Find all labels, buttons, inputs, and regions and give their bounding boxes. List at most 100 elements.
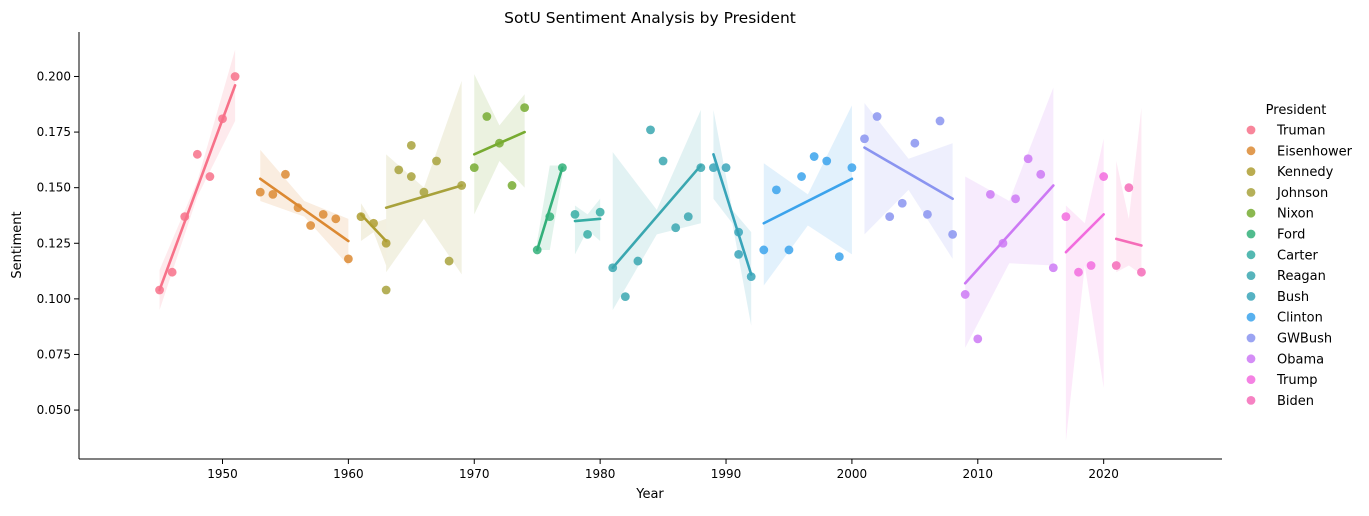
data-point-carter bbox=[595, 207, 605, 217]
data-point-nixon bbox=[482, 112, 492, 121]
data-point-reagan bbox=[683, 212, 693, 221]
data-point-trump bbox=[1086, 261, 1096, 270]
data-point-eisenhower bbox=[281, 169, 290, 179]
x-ticks: 1950 1960 1970 1980 1990 2000 2010 2020 bbox=[207, 459, 1119, 481]
legend-item-truman: Truman bbox=[1246, 124, 1325, 139]
data-point-nixon bbox=[507, 181, 517, 190]
regression-line-ford bbox=[535, 166, 564, 252]
legend-item-obama: Obama bbox=[1246, 352, 1324, 367]
data-point-gwbush bbox=[860, 134, 869, 144]
legend-marker bbox=[1246, 312, 1256, 322]
legend-item-gwbush: GWBush bbox=[1246, 332, 1332, 347]
legend-item-reagan: Reagan bbox=[1246, 269, 1326, 284]
series-obama bbox=[960, 87, 1058, 348]
data-point-eisenhower bbox=[255, 187, 265, 197]
plot-area bbox=[155, 49, 1146, 442]
legend: President Truman Eisenhower Kennedy Johnson… bbox=[1246, 103, 1353, 409]
data-point-nixon bbox=[469, 163, 479, 173]
data-point-truman bbox=[230, 72, 240, 81]
legend-label: Eisenhower bbox=[1277, 144, 1353, 159]
series-biden bbox=[1111, 107, 1146, 277]
data-point-gwbush bbox=[935, 116, 945, 126]
legend-item-kennedy: Kennedy bbox=[1246, 165, 1334, 180]
y-tick-label: 0.150 bbox=[37, 181, 71, 195]
chart-title: SotU Sentiment Analysis by President bbox=[504, 9, 796, 27]
legend-label: Kennedy bbox=[1277, 165, 1334, 180]
data-point-bush bbox=[734, 227, 744, 237]
x-axis-label: Year bbox=[635, 487, 664, 502]
legend-marker bbox=[1246, 229, 1256, 239]
data-point-johnson bbox=[457, 181, 467, 190]
data-point-biden bbox=[1111, 261, 1121, 270]
data-point-bush bbox=[721, 163, 731, 173]
data-point-truman bbox=[180, 212, 190, 221]
regression-line-carter bbox=[573, 217, 602, 223]
legend-marker bbox=[1246, 271, 1256, 280]
data-point-johnson bbox=[432, 156, 441, 166]
axes bbox=[78, 32, 1222, 460]
confidence-band-johnson bbox=[386, 80, 462, 275]
data-point-johnson bbox=[406, 141, 416, 150]
data-point-gwbush bbox=[872, 112, 882, 121]
x-tick-label: 1990 bbox=[711, 467, 742, 481]
data-point-biden bbox=[1137, 267, 1146, 277]
data-point-trump bbox=[1099, 172, 1109, 181]
data-point-gwbush bbox=[897, 198, 907, 208]
legend-marker bbox=[1246, 250, 1256, 260]
data-point-trump bbox=[1074, 267, 1083, 277]
regression-line-gwbush bbox=[863, 146, 954, 201]
series-eisenhower bbox=[255, 149, 353, 266]
data-point-clinton bbox=[784, 245, 794, 255]
data-point-ford bbox=[545, 212, 555, 221]
confidence-band-trump bbox=[1065, 138, 1104, 442]
data-point-kennedy bbox=[369, 218, 378, 228]
regression-line-johnson bbox=[384, 184, 463, 209]
data-point-eisenhower bbox=[318, 209, 328, 219]
data-point-truman bbox=[205, 172, 215, 181]
confidence-band-biden bbox=[1116, 107, 1142, 275]
legend-label: Clinton bbox=[1277, 311, 1323, 326]
data-point-nixon bbox=[520, 103, 530, 113]
x-tick-label: 1950 bbox=[207, 467, 238, 481]
series-carter bbox=[570, 198, 605, 255]
confidence-band-obama bbox=[965, 87, 1054, 348]
data-point-ford bbox=[557, 163, 567, 173]
legend-label: Biden bbox=[1277, 394, 1314, 409]
data-point-carter bbox=[570, 209, 580, 219]
y-tick-label: 0.200 bbox=[37, 69, 71, 83]
confidence-band-carter bbox=[574, 198, 601, 255]
data-point-clinton bbox=[797, 172, 806, 181]
data-point-biden bbox=[1124, 183, 1134, 193]
y-tick-label: 0.175 bbox=[37, 125, 71, 139]
data-point-reagan bbox=[696, 163, 706, 173]
legend-label: GWBush bbox=[1277, 332, 1332, 347]
x-tick-label: 2020 bbox=[1088, 467, 1119, 481]
legend-marker bbox=[1246, 188, 1256, 197]
data-point-obama bbox=[1048, 263, 1058, 273]
data-point-clinton bbox=[822, 156, 832, 166]
data-point-johnson bbox=[444, 256, 454, 266]
y-tick-label: 0.125 bbox=[37, 236, 71, 250]
legend-marker bbox=[1246, 208, 1256, 218]
legend-item-trump: Trump bbox=[1246, 373, 1318, 388]
regression-line-bush bbox=[712, 153, 753, 276]
confidence-band-truman bbox=[159, 49, 236, 310]
legend-marker bbox=[1246, 125, 1256, 135]
legend-label: Trump bbox=[1276, 373, 1318, 388]
data-point-carter bbox=[583, 229, 592, 239]
data-point-reagan bbox=[671, 223, 681, 233]
data-point-obama bbox=[960, 290, 970, 299]
legend-item-eisenhower: Eisenhower bbox=[1246, 144, 1353, 159]
data-point-obama bbox=[1036, 169, 1046, 179]
legend-label: Nixon bbox=[1277, 207, 1314, 222]
data-point-johnson bbox=[381, 285, 391, 295]
data-point-gwbush bbox=[923, 209, 932, 219]
legend-label: Obama bbox=[1277, 352, 1324, 367]
legend-title: President bbox=[1266, 103, 1327, 118]
x-tick-label: 1960 bbox=[333, 467, 364, 481]
legend-label: Carter bbox=[1277, 248, 1318, 263]
data-point-nixon bbox=[495, 138, 504, 148]
data-point-johnson bbox=[394, 165, 404, 175]
series-reagan bbox=[608, 109, 706, 310]
